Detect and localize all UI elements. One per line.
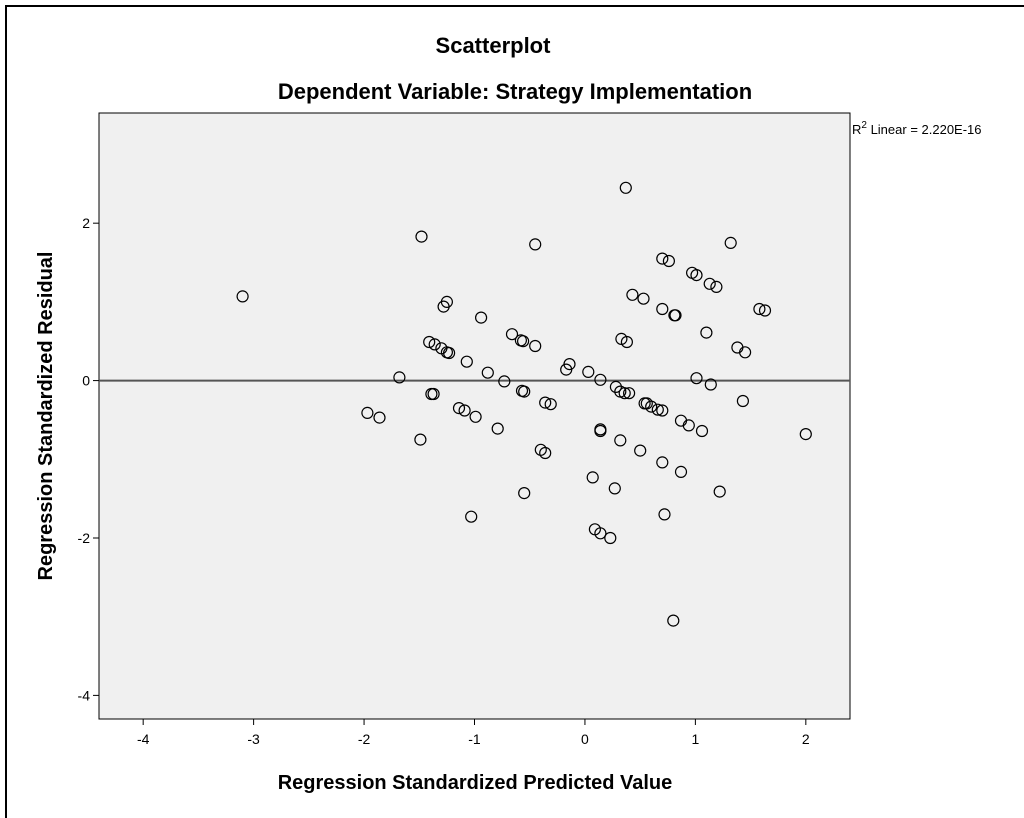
data-point: [491, 422, 504, 435]
data-point: [452, 402, 466, 415]
y-axis-title: Regression Standardized Residual: [35, 252, 57, 581]
data-point: [738, 346, 752, 359]
data-point: [710, 280, 723, 293]
data-point: [758, 304, 772, 317]
data-point: [669, 309, 682, 322]
data-point: [563, 358, 576, 371]
y-tick-label: 2: [82, 215, 90, 231]
data-point: [469, 410, 482, 423]
data-point: [674, 465, 688, 478]
data-point: [423, 335, 436, 349]
data-point: [594, 424, 607, 438]
data-point: [516, 335, 530, 348]
data-point: [656, 302, 669, 316]
data-point: [443, 346, 456, 360]
y-axis-ticks: -4 -2 0 2: [78, 215, 99, 703]
x-tick-label: -1: [468, 731, 481, 747]
data-point: [704, 378, 717, 391]
x-tick-label: 0: [581, 731, 589, 747]
data-point: [236, 290, 249, 303]
data-point: [475, 311, 488, 324]
y-tick-label: -4: [78, 687, 91, 703]
x-tick-label: -2: [358, 731, 371, 747]
data-point: [460, 355, 473, 368]
chart-title: Scatterplot: [436, 33, 552, 58]
data-point: [626, 288, 639, 301]
data-point: [544, 398, 557, 411]
data-point: [656, 456, 669, 469]
data-point: [608, 482, 621, 495]
data-point: [594, 527, 607, 540]
r2-linear-annotation: R2 Linear = 2.220E-16: [852, 120, 982, 137]
data-point: [518, 385, 531, 398]
data-point: [594, 373, 607, 386]
data-point: [799, 428, 812, 441]
data-point: [393, 371, 406, 384]
y-tick-label: 0: [82, 373, 90, 389]
data-point: [619, 181, 632, 194]
data-point: [604, 531, 617, 545]
data-point: [667, 614, 680, 627]
data-point: [634, 444, 647, 457]
plot-area: [98, 112, 851, 720]
chart-subtitle: Dependent Variable: Strategy Implementat…: [278, 79, 752, 104]
data-point: [690, 269, 703, 282]
data-point: [539, 396, 552, 409]
y-tick-label: -2: [78, 530, 91, 546]
x-axis-title: Regression Standardized Predicted Value: [278, 772, 673, 794]
data-point: [505, 328, 519, 341]
x-tick-label: 2: [802, 731, 810, 747]
data-point: [656, 252, 669, 265]
data-point: [465, 510, 478, 523]
r2-label-superscript: 2: [861, 120, 867, 131]
x-tick-label: -3: [247, 731, 260, 747]
data-point: [645, 400, 658, 413]
data-point: [656, 404, 669, 417]
data-point: [690, 372, 703, 385]
x-axis-ticks: -4 -3 -2 -1 0 1 2: [137, 719, 810, 747]
data-points: [236, 181, 812, 627]
data-point: [662, 254, 676, 268]
data-point: [700, 326, 713, 339]
data-point: [539, 446, 552, 460]
x-tick-label: 1: [691, 731, 699, 747]
data-point: [753, 302, 766, 316]
data-point: [586, 471, 599, 484]
data-point: [361, 406, 374, 419]
data-point: [620, 335, 634, 349]
data-point: [713, 485, 726, 498]
r2-label-text: Linear = 2.220E-16: [867, 122, 982, 137]
data-point: [529, 238, 542, 251]
data-point: [622, 387, 636, 400]
data-point: [609, 380, 623, 393]
data-point: [736, 394, 750, 408]
data-point: [458, 404, 471, 417]
r2-label-base: R: [852, 122, 861, 137]
data-point: [498, 375, 511, 388]
data-point: [651, 403, 664, 416]
data-point: [518, 487, 531, 500]
data-point: [529, 339, 542, 353]
data-point: [428, 338, 441, 351]
data-point: [618, 387, 631, 400]
data-point: [695, 424, 709, 438]
data-point: [415, 230, 428, 243]
data-point: [414, 433, 427, 446]
data-point: [582, 365, 595, 378]
data-point: [682, 419, 695, 432]
data-point: [614, 434, 627, 447]
data-point: [440, 295, 453, 308]
data-point: [658, 508, 671, 521]
data-point: [703, 277, 716, 290]
x-tick-label: -4: [137, 731, 150, 747]
data-point: [427, 387, 440, 401]
data-point: [637, 292, 650, 305]
data-point: [724, 236, 737, 249]
data-point: [373, 411, 386, 424]
data-point: [481, 366, 494, 379]
